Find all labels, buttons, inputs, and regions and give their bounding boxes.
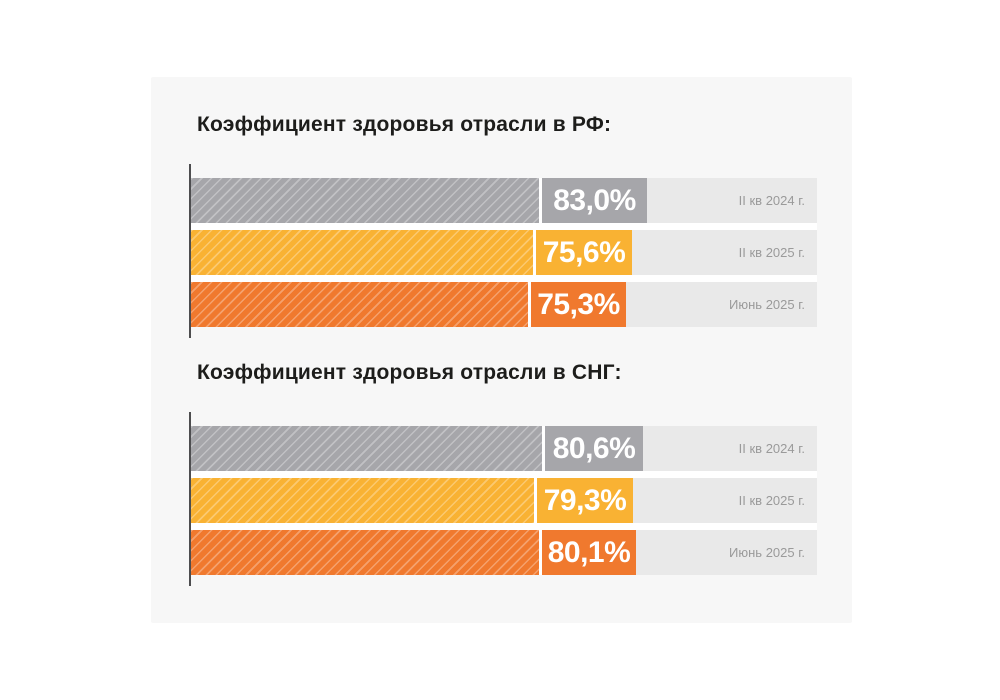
chart-sng-axis-line (189, 412, 191, 586)
bar-period-label: II кв 2025 г. (738, 245, 805, 260)
chart-sng-plot: 80,6% II кв 2024 г. 79,3% II кв 2025 г. … (189, 412, 817, 586)
bar-value-block: 80,1% (539, 530, 636, 575)
chart-sng-rows: 80,6% II кв 2024 г. 79,3% II кв 2025 г. … (191, 426, 817, 575)
chart-rf-plot: 83,0% II кв 2024 г. 75,6% II кв 2025 г. … (189, 164, 817, 338)
bar-row: 79,3% II кв 2025 г. (191, 478, 817, 523)
chart-rf-axis-line (189, 164, 191, 338)
bar-fill-hatched (191, 282, 528, 327)
bar-fill-hatched (191, 530, 539, 575)
bar-value-label: 79,3% (543, 483, 627, 517)
bar-value-block: 75,6% (533, 230, 632, 275)
chart-rf-title: Коэффициент здоровья отрасли в РФ: (197, 113, 612, 136)
chart-sng: Коэффициент здоровья отрасли в СНГ: 80,6… (189, 360, 817, 586)
bar-period-label: Июнь 2025 г. (729, 545, 805, 560)
bar-row: 75,6% II кв 2025 г. (191, 230, 817, 275)
bar-row: 80,6% II кв 2024 г. (191, 426, 817, 471)
chart-sng-title: Коэффициент здоровья отрасли в СНГ: (197, 361, 622, 384)
bar-row: 83,0% II кв 2024 г. (191, 178, 817, 223)
chart-rf: Коэффициент здоровья отрасли в РФ: 83,0%… (189, 112, 817, 338)
bar-row: 80,1% Июнь 2025 г. (191, 530, 817, 575)
chart-rf-rows: 83,0% II кв 2024 г. 75,6% II кв 2025 г. … (191, 178, 817, 327)
bar-value-block: 83,0% (539, 178, 647, 223)
bar-value-block: 75,3% (528, 282, 626, 327)
bar-period-label: II кв 2024 г. (738, 441, 805, 456)
bar-fill-hatched (191, 178, 539, 223)
bar-fill-hatched (191, 426, 542, 471)
bar-value-block: 80,6% (542, 426, 643, 471)
bar-value-block: 79,3% (534, 478, 633, 523)
bar-fill-hatched (191, 478, 534, 523)
bar-value-label: 75,6% (542, 235, 626, 269)
bar-period-label: Июнь 2025 г. (729, 297, 805, 312)
bar-value-label: 80,6% (552, 431, 636, 465)
bar-fill-hatched (191, 230, 533, 275)
bar-period-label: II кв 2024 г. (738, 193, 805, 208)
bar-row: 75,3% Июнь 2025 г. (191, 282, 817, 327)
bar-period-label: II кв 2025 г. (738, 493, 805, 508)
bar-value-label: 83,0% (553, 183, 636, 217)
bar-value-label: 75,3% (537, 287, 620, 321)
infographic-card: Коэффициент здоровья отрасли в РФ: 83,0%… (151, 77, 852, 623)
bar-value-label: 80,1% (547, 535, 631, 569)
